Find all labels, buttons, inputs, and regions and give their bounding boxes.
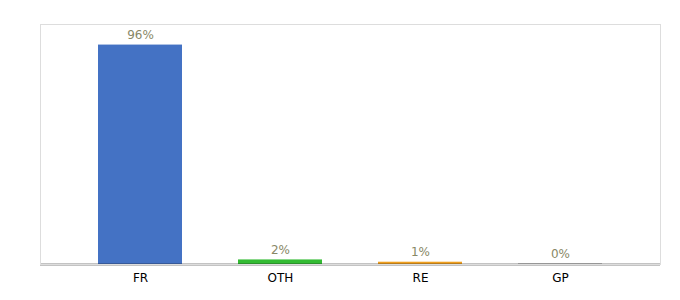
svg-text:OTH: OTH: [268, 271, 294, 285]
svg-text:1%: 1%: [411, 245, 430, 259]
svg-text:GP: GP: [552, 271, 569, 285]
svg-text:0%: 0%: [551, 247, 570, 261]
svg-text:2%: 2%: [271, 243, 290, 257]
svg-text:RE: RE: [413, 271, 429, 285]
svg-text:96%: 96%: [127, 28, 154, 42]
svg-text:FR: FR: [133, 271, 148, 285]
